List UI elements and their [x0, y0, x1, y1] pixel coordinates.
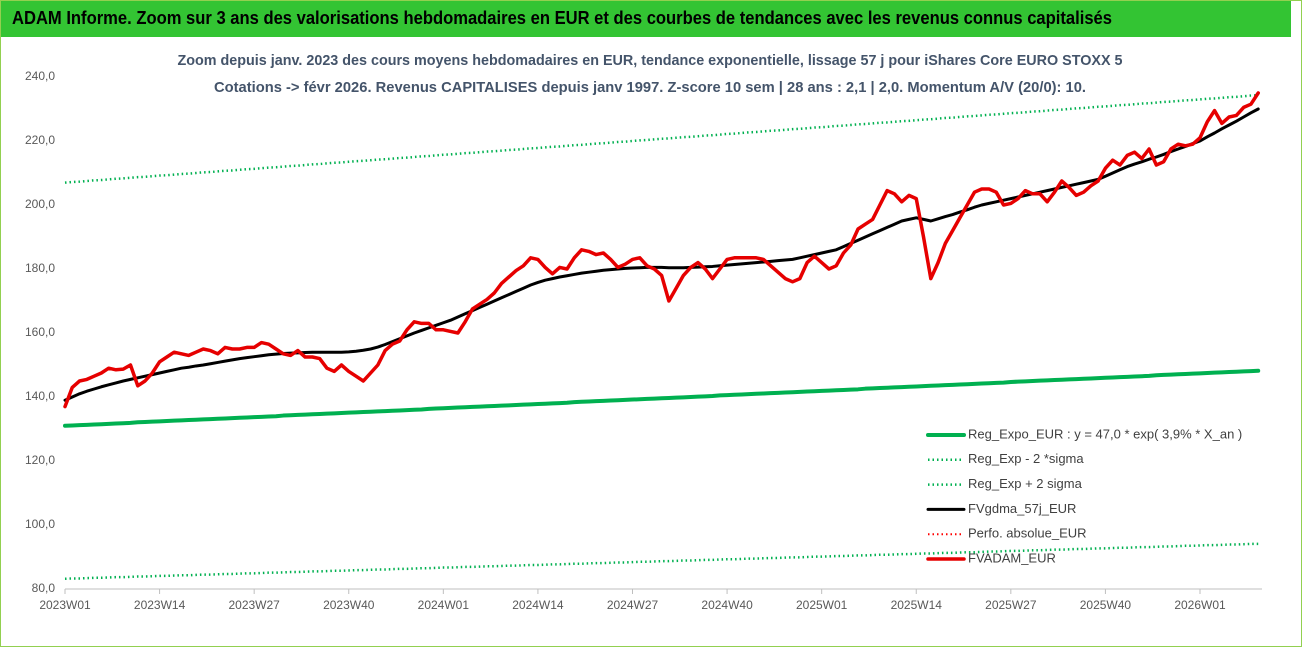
y-tick-label: 100,0 — [25, 517, 55, 531]
x-tick-label: 2023W14 — [134, 598, 186, 612]
x-tick-label: 2024W14 — [512, 598, 564, 612]
x-tick-label: 2024W27 — [607, 598, 659, 612]
x-tick-label: 2024W40 — [701, 598, 753, 612]
y-tick-label: 240,0 — [25, 69, 55, 83]
header-bar — [1, 1, 1291, 37]
chart-title: Zoom depuis janv. 2023 des cours moyens … — [178, 52, 1123, 69]
x-tick-label: 2023W01 — [39, 598, 91, 612]
series-line — [64, 542, 1259, 581]
legend-label: FVgdma_57j_EUR — [968, 501, 1076, 516]
x-tick-label: 2025W01 — [796, 598, 848, 612]
series-line — [63, 368, 1261, 428]
legend-label: FVADAM_EUR — [968, 550, 1056, 565]
y-tick-label: 180,0 — [25, 261, 55, 275]
legend-label: Reg_Exp + 2 sigma — [968, 476, 1083, 491]
header-title: ADAM Informe. Zoom sur 3 ans des valoris… — [12, 8, 1112, 28]
series-line — [64, 93, 1259, 184]
x-tick-label: 2025W14 — [891, 598, 943, 612]
legend-label: Reg_Exp - 2 *sigma — [968, 451, 1084, 466]
x-tick-label: 2024W01 — [418, 598, 470, 612]
x-tick-label: 2026W01 — [1174, 598, 1226, 612]
legend-label: Reg_Expo_EUR : y = 47,0 * exp( 3,9% * X_… — [968, 426, 1242, 441]
y-tick-label: 120,0 — [25, 453, 55, 467]
x-tick-label: 2025W40 — [1080, 598, 1132, 612]
series-line — [63, 91, 1260, 409]
y-tick-label: 200,0 — [25, 197, 55, 211]
x-tick-label: 2023W27 — [228, 598, 280, 612]
y-tick-label: 220,0 — [25, 133, 55, 147]
y-tick-label: 140,0 — [25, 389, 55, 403]
x-tick-label: 2023W40 — [323, 598, 375, 612]
y-tick-label: 160,0 — [25, 325, 55, 339]
chart-title: Cotations -> févr 2026. Revenus CAPITALI… — [214, 79, 1086, 96]
legend-label: Perfo. absolue_EUR — [968, 526, 1087, 541]
x-tick-label: 2025W27 — [985, 598, 1037, 612]
y-tick-label: 80,0 — [32, 581, 56, 595]
